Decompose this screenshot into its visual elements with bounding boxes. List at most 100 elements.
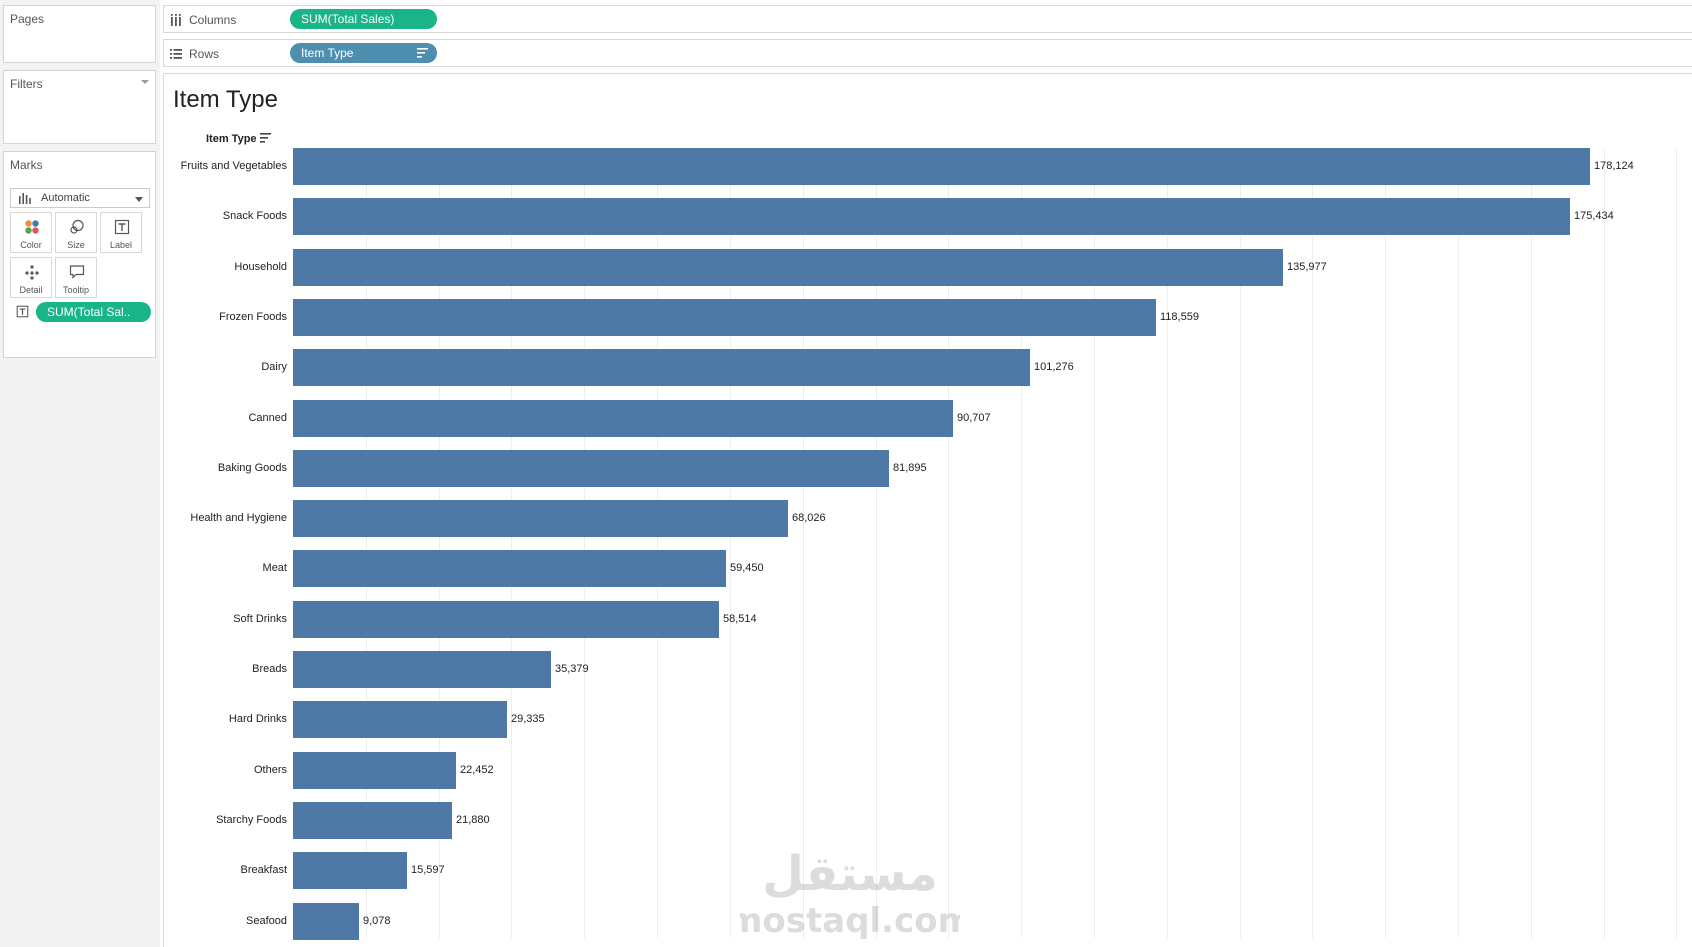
gridline xyxy=(1604,148,1605,938)
category-label[interactable]: Breads xyxy=(252,663,287,675)
gridline xyxy=(439,148,440,938)
mark-type-value: Automatic xyxy=(41,192,90,204)
value-label: 15,597 xyxy=(411,864,445,876)
bar[interactable] xyxy=(293,198,1570,235)
bar[interactable] xyxy=(293,550,726,587)
tooltip-icon xyxy=(69,265,85,279)
filters-title: Filters xyxy=(10,77,43,91)
rows-pill-text: Item Type xyxy=(301,46,354,60)
category-label[interactable]: Soft Drinks xyxy=(233,613,287,625)
columns-icon xyxy=(171,14,181,26)
label-button[interactable]: Label xyxy=(100,212,142,253)
bar[interactable] xyxy=(293,450,889,487)
category-label[interactable]: Dairy xyxy=(261,361,287,373)
mark-type-select[interactable]: Automatic xyxy=(10,188,150,208)
value-label: 21,880 xyxy=(456,814,490,826)
text-label-icon xyxy=(16,305,29,318)
gridline xyxy=(1021,148,1022,938)
size-button[interactable]: Size xyxy=(55,212,97,253)
value-label: 175,434 xyxy=(1574,210,1614,222)
text-label-icon xyxy=(114,219,130,235)
bar[interactable] xyxy=(293,249,1283,286)
bar[interactable] xyxy=(293,852,407,889)
bar[interactable] xyxy=(293,601,719,638)
sort-descending-icon[interactable] xyxy=(260,133,271,143)
bar[interactable] xyxy=(293,500,788,537)
gridline xyxy=(1312,148,1313,938)
category-label[interactable]: Starchy Foods xyxy=(216,814,287,826)
gridline xyxy=(1094,148,1095,938)
value-label: 29,335 xyxy=(511,713,545,725)
label-measure-pill[interactable]: SUM(Total Sal.. xyxy=(36,302,151,322)
gridline xyxy=(657,148,658,938)
value-label: 118,559 xyxy=(1160,311,1199,323)
rows-icon xyxy=(170,49,182,59)
sheet-title: Item Type xyxy=(173,86,278,113)
bar[interactable] xyxy=(293,802,452,839)
sort-descending-icon[interactable] xyxy=(417,48,428,58)
gridline xyxy=(948,148,949,938)
category-label[interactable]: Meat xyxy=(262,562,287,574)
gridline xyxy=(584,148,585,938)
bar[interactable] xyxy=(293,752,456,789)
filters-card[interactable]: Filters xyxy=(3,70,156,144)
rows-label: Rows xyxy=(189,47,220,61)
value-label: 59,450 xyxy=(730,562,764,574)
bar[interactable] xyxy=(293,903,359,940)
value-label: 68,026 xyxy=(792,512,826,524)
chevron-down-icon xyxy=(135,197,143,202)
color-icon xyxy=(25,220,39,234)
category-label[interactable]: Baking Goods xyxy=(217,462,287,474)
columns-pill[interactable]: SUM(Total Sales) xyxy=(290,9,437,29)
value-label: 22,452 xyxy=(460,764,494,776)
columns-label: Columns xyxy=(189,13,237,27)
value-label: 81,895 xyxy=(893,462,927,474)
rows-pill[interactable]: Item Type xyxy=(290,43,437,63)
value-label: 101,276 xyxy=(1034,361,1074,373)
category-label[interactable]: Others xyxy=(253,764,287,776)
marks-card: Marks Automatic Color xyxy=(3,151,156,358)
gridline xyxy=(876,148,877,938)
gridline xyxy=(1385,148,1386,938)
color-button[interactable]: Color xyxy=(10,212,52,253)
bar[interactable] xyxy=(293,299,1156,336)
category-label[interactable]: Hard Drinks xyxy=(228,713,287,725)
gridline xyxy=(366,148,367,938)
bar-chart-icon xyxy=(19,193,31,204)
color-label: Color xyxy=(20,240,42,250)
category-label[interactable]: Fruits and Vegetables xyxy=(180,160,287,172)
category-label[interactable]: Canned xyxy=(248,412,287,424)
gridline xyxy=(1531,148,1532,938)
value-label: 90,707 xyxy=(957,412,991,424)
gridline xyxy=(1240,148,1241,938)
detail-button[interactable]: Detail xyxy=(10,257,52,298)
tooltip-label: Tooltip xyxy=(62,285,89,295)
category-label[interactable]: Household xyxy=(234,261,287,273)
value-label: 178,124 xyxy=(1594,160,1634,172)
gridline xyxy=(1458,148,1459,938)
columns-pill-text: SUM(Total Sales) xyxy=(301,12,395,26)
chart-gridlines xyxy=(293,148,1692,938)
pages-card[interactable]: Pages xyxy=(3,5,156,63)
bar[interactable] xyxy=(293,651,551,688)
value-label: 35,379 xyxy=(555,663,589,675)
category-label[interactable]: Seafood xyxy=(246,915,287,927)
gridline xyxy=(730,148,731,938)
pages-title: Pages xyxy=(10,12,45,26)
gridline xyxy=(1167,148,1168,938)
size-icon xyxy=(70,219,84,234)
category-label[interactable]: Breakfast xyxy=(240,864,287,876)
tooltip-button[interactable]: Tooltip xyxy=(55,257,97,298)
bar[interactable] xyxy=(293,148,1590,185)
bar[interactable] xyxy=(293,701,507,738)
category-label[interactable]: Snack Foods xyxy=(222,210,287,222)
bar[interactable] xyxy=(293,400,953,437)
value-label: 9,078 xyxy=(363,915,391,927)
category-label[interactable]: Health and Hygiene xyxy=(190,512,287,524)
filters-menu-icon[interactable] xyxy=(141,80,149,84)
row-field-header[interactable]: Item Type xyxy=(206,133,257,145)
category-label[interactable]: Frozen Foods xyxy=(219,311,287,323)
bar[interactable] xyxy=(293,349,1030,386)
gridline xyxy=(1676,148,1677,938)
detail-label: Detail xyxy=(19,285,43,295)
